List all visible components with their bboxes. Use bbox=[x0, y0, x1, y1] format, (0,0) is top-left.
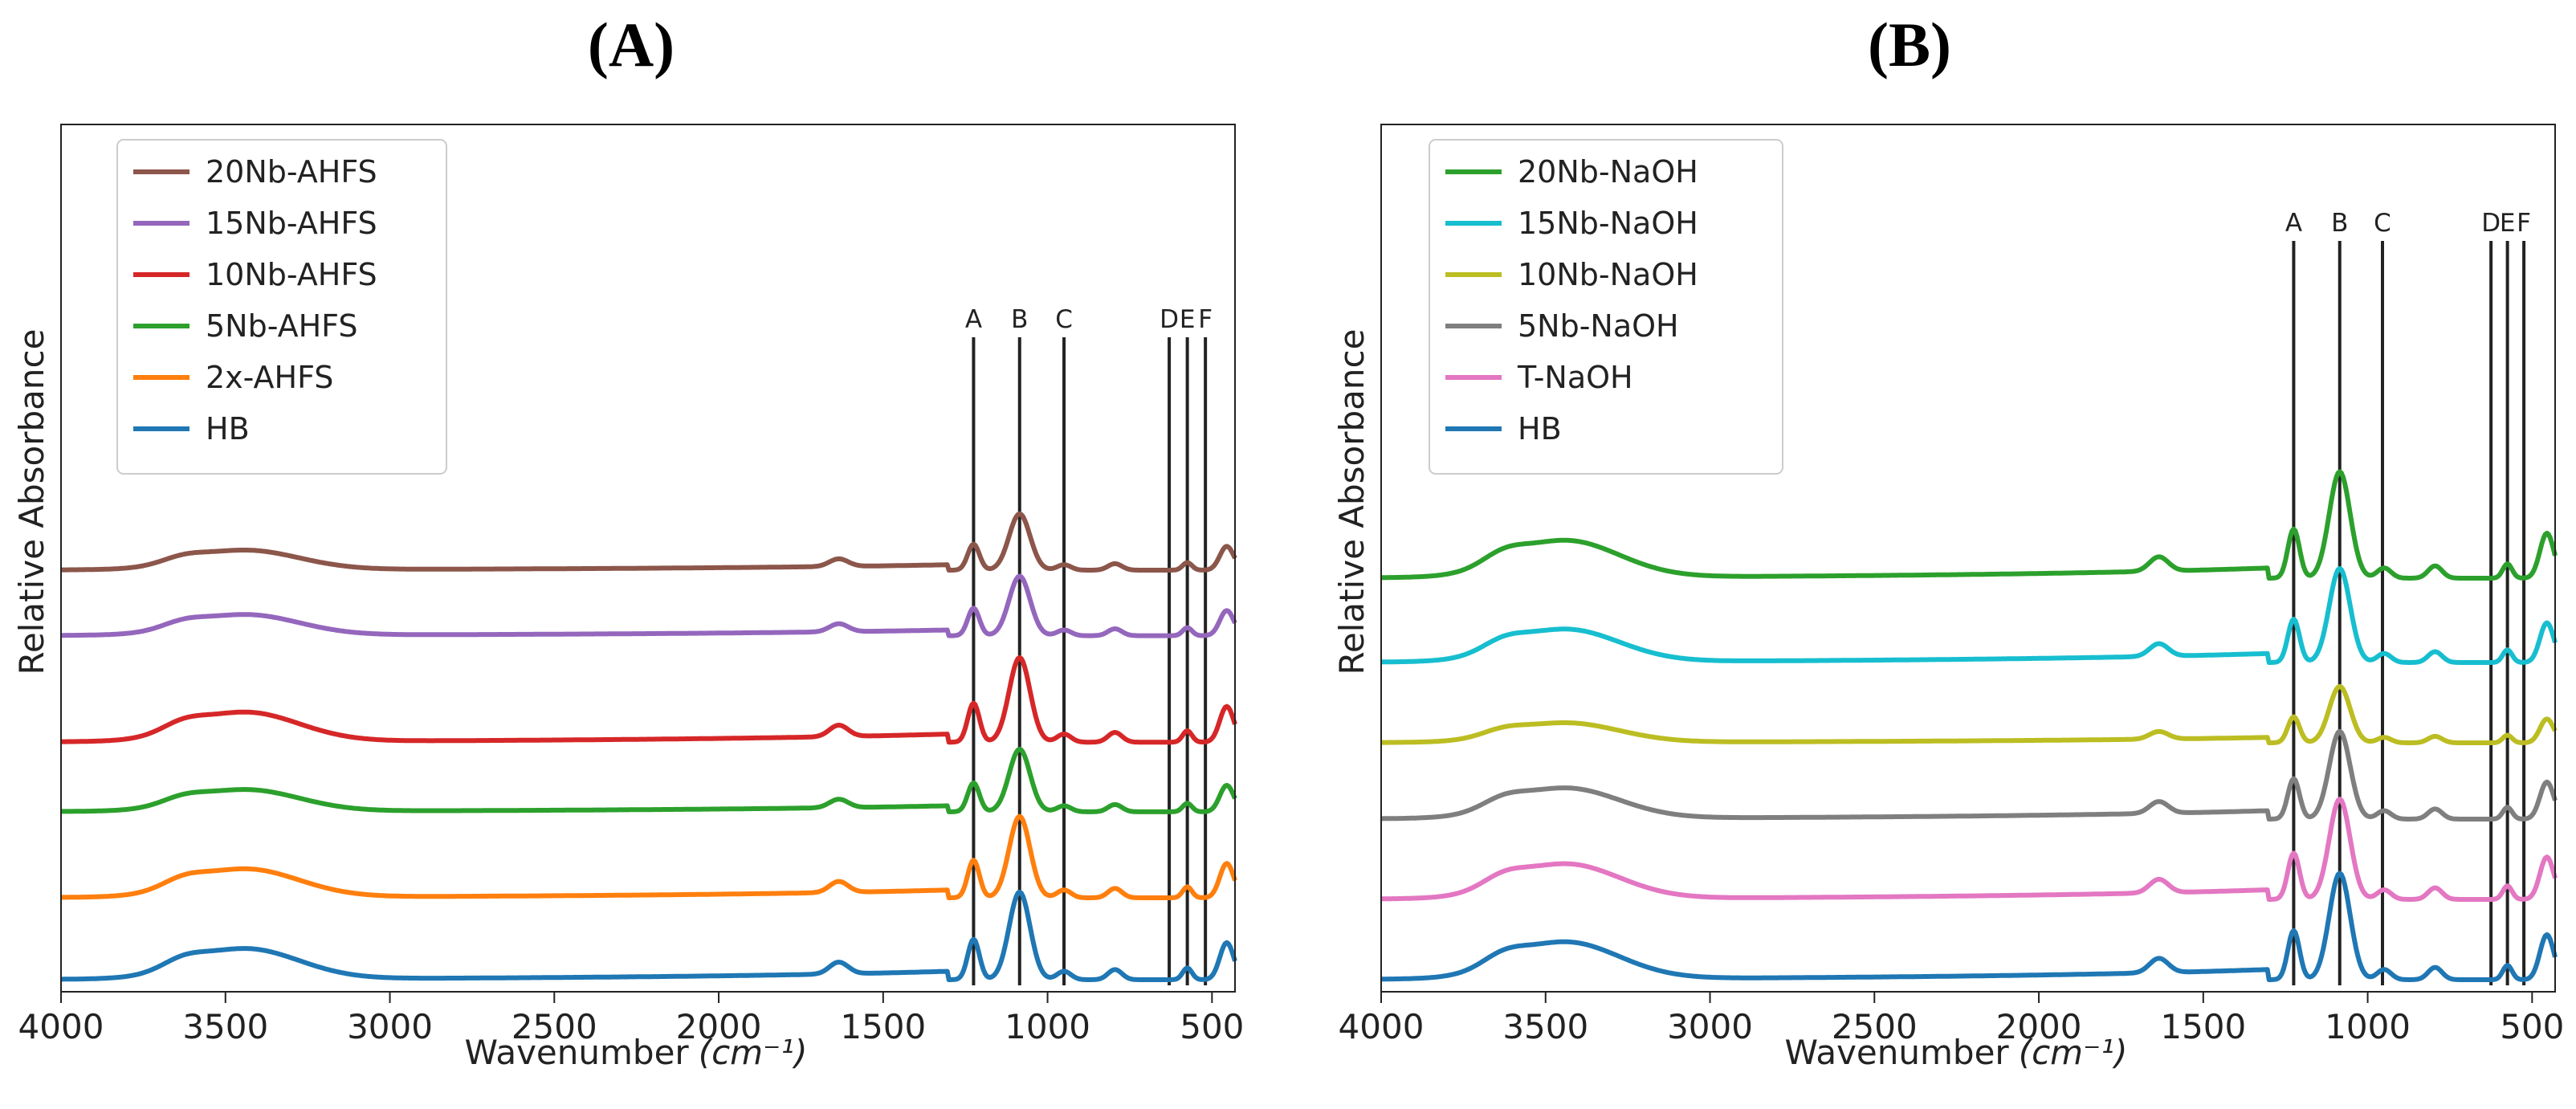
legend-label: 2x-AHFS bbox=[206, 360, 333, 395]
spectrum-line-15nb-ahfs bbox=[60, 573, 1237, 638]
x-tick-label: 3000 bbox=[347, 1007, 433, 1046]
x-tick-label: 3500 bbox=[1502, 1007, 1588, 1046]
x-tick-label: 3000 bbox=[1667, 1007, 1753, 1046]
spectrum-line-5nb-naoh bbox=[1380, 728, 2558, 822]
legend-label: 5Nb-NaOH bbox=[1518, 308, 1679, 344]
reference-line-label: F bbox=[2517, 209, 2531, 238]
panel-a: (A) Relative Absorbance Wavenumber (cm⁻¹)… bbox=[12, 10, 1244, 1072]
reference-line-label: E bbox=[1180, 305, 1196, 334]
x-tick-label: 3500 bbox=[182, 1007, 268, 1046]
panel-b-x-axis-label-text: Wavenumber bbox=[1785, 1033, 2010, 1072]
panel-b-title: (B) bbox=[1868, 10, 1951, 80]
panel-a-x-ticks: 4000 3500 3000 2500 2000 1500 1000 500 bbox=[18, 992, 1244, 1046]
panel-b-x-ticks: 4000 3500 3000 2500 2000 1500 1000 500 bbox=[1339, 992, 2564, 1046]
reference-line-label: D bbox=[2481, 209, 2501, 238]
x-tick-label: 1000 bbox=[2325, 1007, 2411, 1046]
reference-line-label: E bbox=[2500, 209, 2516, 238]
panel-a-x-axis-label-unit: (cm⁻¹) bbox=[699, 1033, 808, 1072]
x-tick-label: 4000 bbox=[1339, 1007, 1425, 1046]
reference-line-label: B bbox=[2331, 209, 2348, 238]
x-tick-label: 2000 bbox=[676, 1007, 762, 1046]
x-tick-label: 1500 bbox=[840, 1007, 926, 1046]
legend-label: 15Nb-NaOH bbox=[1518, 206, 1698, 241]
panel-a-x-axis-label: Wavenumber (cm⁻¹) bbox=[465, 1033, 808, 1072]
panel-b-spectra bbox=[1380, 469, 2558, 982]
legend-label: 10Nb-NaOH bbox=[1518, 257, 1698, 292]
spectrum-line-hb bbox=[1380, 870, 2558, 982]
legend-label: HB bbox=[206, 411, 250, 446]
panel-b-reference-lines: A B C DE F bbox=[2285, 209, 2531, 985]
legend-label: T-NaOH bbox=[1517, 360, 1633, 395]
spectrum-line-t-naoh bbox=[1380, 797, 2558, 902]
legend-label: HB bbox=[1518, 411, 1562, 446]
legend-label: 20Nb-AHFS bbox=[206, 154, 377, 190]
spectrum-line-2x-ahfs bbox=[60, 813, 1237, 900]
panel-a-y-axis-label: Relative Absorbance bbox=[12, 329, 51, 675]
reference-line-label: C bbox=[2374, 209, 2391, 238]
panel-a-plot-frame bbox=[60, 124, 1236, 993]
reference-line-label: D bbox=[1160, 305, 1179, 334]
panel-a-title: (A) bbox=[588, 10, 675, 80]
legend-label: 10Nb-AHFS bbox=[206, 257, 377, 292]
legend-label: 15Nb-AHFS bbox=[206, 206, 377, 241]
reference-line-label: A bbox=[2285, 209, 2302, 238]
panel-b-x-axis-label-unit: (cm⁻¹) bbox=[2019, 1033, 2128, 1072]
legend-label: 20Nb-NaOH bbox=[1518, 154, 1698, 190]
x-tick-label: 500 bbox=[1180, 1007, 1244, 1046]
x-tick-label: 1500 bbox=[2160, 1007, 2246, 1046]
spectrum-line-5nb-ahfs bbox=[60, 746, 1237, 814]
spectrum-line-20nb-ahfs bbox=[60, 511, 1237, 573]
reference-line-label: F bbox=[1198, 305, 1213, 334]
panel-b: (B) Relative Absorbance Wavenumber (cm⁻¹)… bbox=[1332, 10, 2564, 1072]
x-tick-label: 500 bbox=[2500, 1007, 2564, 1046]
panel-b-y-axis-label: Relative Absorbance bbox=[1332, 329, 1372, 675]
x-tick-label: 4000 bbox=[18, 1007, 104, 1046]
panel-a-legend: 20Nb-AHFS 15Nb-AHFS 10Nb-AHFS 5Nb-AHFS 2x-AH… bbox=[116, 139, 447, 475]
panel-a-x-axis-label-text: Wavenumber bbox=[465, 1033, 690, 1072]
panel-a-spectra bbox=[60, 511, 1237, 982]
panel-b-x-axis-label: Wavenumber (cm⁻¹) bbox=[1785, 1033, 2128, 1072]
panel-b-plot-frame bbox=[1380, 124, 2556, 993]
reference-line-label: B bbox=[1011, 305, 1028, 334]
x-tick-label: 2000 bbox=[1996, 1007, 2082, 1046]
x-tick-label: 2500 bbox=[1832, 1007, 1918, 1046]
spectrum-line-20nb-naoh bbox=[1380, 469, 2558, 581]
spectrum-line-hb bbox=[60, 889, 1237, 982]
panel-a-legend-box bbox=[116, 139, 447, 475]
panel-b-legend-box bbox=[1429, 139, 1783, 475]
legend-label: 5Nb-AHFS bbox=[206, 308, 357, 344]
spectrum-line-10nb-ahfs bbox=[60, 654, 1237, 745]
panel-b-legend: 20Nb-NaOH 15Nb-NaOH 10Nb-NaOH 5Nb-NaOH T-NaO… bbox=[1429, 139, 1783, 475]
spectrum-line-15nb-naoh bbox=[1380, 566, 2558, 665]
x-tick-label: 1000 bbox=[1005, 1007, 1090, 1046]
spectrum-line-10nb-naoh bbox=[1380, 683, 2558, 745]
reference-line-label: A bbox=[965, 305, 982, 334]
reference-line-label: C bbox=[1055, 305, 1073, 334]
x-tick-label: 2500 bbox=[512, 1007, 597, 1046]
